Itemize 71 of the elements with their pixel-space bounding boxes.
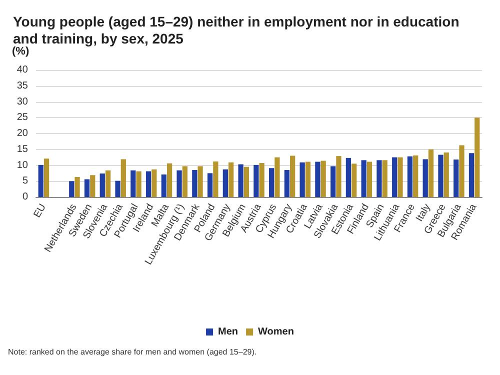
y-tick-label: 30	[16, 96, 28, 108]
bar	[176, 170, 182, 197]
bar	[268, 168, 274, 197]
bar	[254, 164, 259, 197]
y-tick-label: 5	[22, 176, 28, 187]
bar	[428, 149, 434, 197]
bar	[228, 162, 234, 197]
bar	[38, 164, 44, 197]
bar	[161, 174, 166, 197]
bar	[459, 145, 464, 197]
bar	[468, 153, 474, 197]
y-axis-title: (%)	[12, 46, 30, 58]
bar	[146, 171, 152, 197]
y-tick-label: 15	[16, 144, 28, 155]
bar	[346, 158, 352, 197]
text: Note: ranked on the average share for men and women (aged 15–29).	[8, 348, 257, 356]
bar	[105, 170, 111, 197]
bar	[166, 163, 172, 197]
bar	[244, 166, 250, 197]
bar	[398, 157, 403, 197]
bar	[474, 118, 480, 197]
bar	[74, 177, 80, 197]
bar	[315, 162, 320, 197]
bar	[300, 162, 305, 197]
x-tick-label: EU	[32, 202, 48, 220]
bar	[120, 159, 126, 197]
bar	[336, 156, 342, 197]
bar	[90, 175, 96, 197]
legend-label: Women	[258, 326, 294, 338]
chart-title: Young people (aged 15–29) neither in employment nor in education and training, by sex, 2025	[13, 14, 464, 46]
y-tick-label: 10	[16, 160, 28, 171]
bar	[198, 166, 203, 197]
bar	[136, 171, 142, 197]
bar	[305, 162, 311, 197]
bar	[407, 156, 413, 197]
bar	[84, 179, 90, 197]
bar	[330, 166, 336, 197]
bar	[361, 160, 366, 197]
y-tick-label: 25	[16, 112, 28, 124]
y-tick-label: 20	[16, 128, 28, 139]
bar	[444, 152, 449, 197]
bar	[130, 170, 136, 197]
bar	[366, 162, 372, 197]
bar	[222, 169, 228, 197]
bar	[259, 163, 264, 197]
bar	[69, 181, 74, 197]
bar	[352, 164, 357, 197]
bar	[213, 161, 218, 197]
bar	[454, 160, 459, 197]
bar	[382, 160, 388, 197]
bar	[152, 169, 157, 197]
bar	[192, 170, 198, 197]
bar	[207, 173, 213, 197]
bar	[44, 158, 50, 197]
y-tick-label: 40	[16, 64, 28, 76]
bar	[438, 154, 444, 197]
bar	[320, 160, 326, 197]
bar	[290, 156, 296, 197]
bar	[376, 160, 382, 197]
y-tick-label: 35	[16, 80, 28, 92]
bar	[182, 166, 188, 197]
bar	[413, 155, 418, 197]
bar	[100, 174, 105, 197]
bar	[238, 164, 244, 197]
bar	[274, 157, 280, 197]
legend-label: Men	[218, 326, 238, 338]
bar	[392, 157, 398, 197]
y-tick-label: 0	[22, 192, 28, 202]
bar	[422, 159, 428, 197]
bar	[284, 170, 290, 197]
bar	[115, 180, 120, 197]
